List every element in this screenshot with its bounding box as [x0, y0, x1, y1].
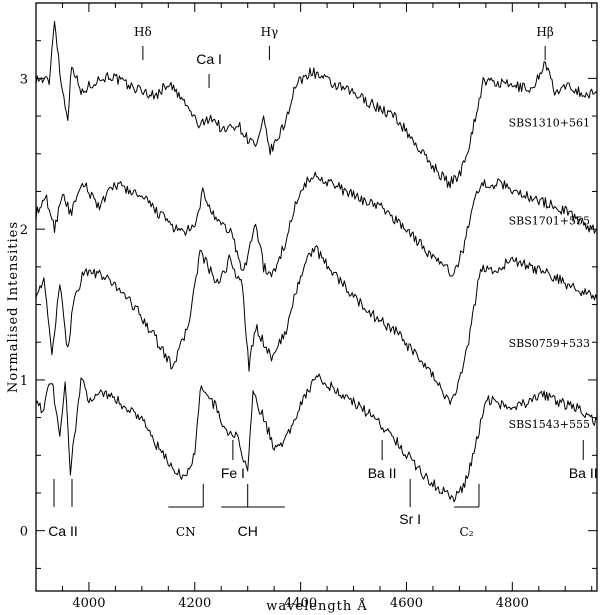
series-label: SBS1701+555	[509, 215, 590, 228]
annotation-label: Ba II	[569, 465, 598, 481]
x-tick-label: 4600	[390, 596, 423, 611]
x-tick-label: 4000	[72, 596, 105, 611]
annotation-label: CN	[176, 525, 196, 539]
annotation-label: Ca I	[196, 51, 222, 67]
spectrum-line	[35, 20, 598, 189]
spectrum-line	[35, 171, 598, 278]
annotation-label: Hδ	[134, 25, 152, 39]
spectrum-line	[35, 373, 598, 503]
x-tick-label: 4200	[178, 596, 211, 611]
y-tick-label: 1	[20, 374, 28, 389]
y-tick-label: 0	[20, 525, 28, 540]
annotation-label: Hβ	[536, 25, 553, 39]
annotation-label: Sr I	[399, 511, 421, 527]
x-tick-label: 4400	[284, 596, 317, 611]
x-tick-label: 4800	[496, 596, 529, 611]
plot-frame	[35, 2, 598, 592]
x-axis-label: wavelength Å	[266, 598, 368, 614]
spectrum-line	[35, 245, 598, 405]
annotation-label: Fe I	[221, 465, 245, 481]
annotation-label: C₂	[460, 525, 474, 539]
annotation-label: CH	[238, 523, 258, 539]
y-tick-label: 3	[20, 72, 28, 87]
series-label: SBS0759+533	[509, 337, 590, 350]
y-tick-label: 2	[20, 223, 28, 238]
y-axis-label: Normalised Intensities	[6, 221, 21, 393]
annotation-label: Ba II	[368, 465, 397, 481]
series-label: SBS1310+561	[509, 117, 590, 130]
annotation-label: Ca II	[48, 523, 78, 539]
series-label: SBS1543+555	[509, 418, 590, 431]
annotation-label: Hγ	[261, 25, 279, 39]
